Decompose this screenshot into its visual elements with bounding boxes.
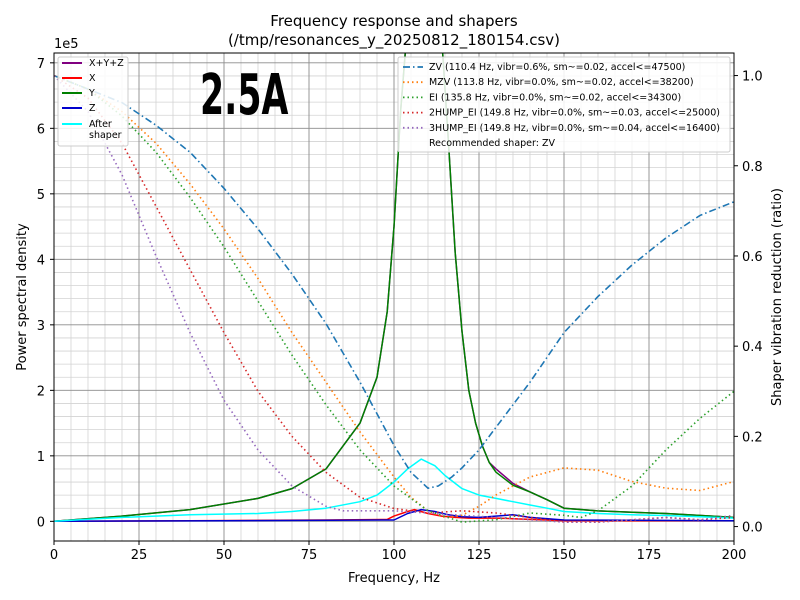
- y-left-tick-label: 7: [37, 57, 45, 72]
- y-left-tick-label: 0: [37, 515, 45, 530]
- psd-legend-label: X+Y+Z: [89, 58, 124, 69]
- shaper-legend-label: 2HUMP_EI (149.8 Hz, vibr=0.0%, sm~=0.03,…: [429, 108, 720, 119]
- psd-series-line-4: [54, 458, 734, 523]
- chart-title-line-2: (/tmp/resonances_y_20250812_180154.csv): [228, 31, 560, 50]
- shaper-lines: [54, 74, 734, 523]
- psd-legend-label: Y: [88, 88, 95, 99]
- y-right-tick-label: 0.0: [742, 521, 763, 536]
- psd-legend-label: shaper: [89, 130, 122, 141]
- recommended-shaper-text: Recommended shaper: ZV: [429, 138, 555, 149]
- y-left-tick-label: 3: [37, 319, 45, 334]
- y-right-tick-label: 0.6: [742, 250, 763, 265]
- x-tick-label: 0: [50, 548, 58, 563]
- shaper-series-line-0: [54, 74, 734, 490]
- y-left-tick-label: 5: [37, 188, 45, 203]
- x-tick-label: 150: [552, 548, 577, 563]
- y-left-tick-label: 4: [37, 253, 45, 268]
- x-tick-label: 100: [382, 548, 407, 563]
- y-right-axis-label: Shaper vibration reduction (ratio): [770, 188, 785, 406]
- shaper-legend-label: 3HUMP_EI (149.8 Hz, vibr=0.0%, sm~=0.04,…: [429, 123, 720, 134]
- shaper-legend: ZV (110.4 Hz, vibr=0.6%, sm~=0.02, accel…: [397, 56, 731, 153]
- shaper-legend-label: ZV (110.4 Hz, vibr=0.6%, sm~=0.02, accel…: [429, 62, 685, 73]
- y-right-tick-label: 1.0: [742, 70, 763, 85]
- current-annotation: 2.5A: [200, 62, 288, 127]
- x-tick-label: 200: [722, 548, 747, 563]
- psd-series-line-2: [54, 53, 734, 523]
- shaper-series-line-1: [54, 74, 734, 519]
- chart-title-line-1: Frequency response and shapers: [270, 12, 518, 30]
- y-right-tick-label: 0.4: [742, 340, 763, 355]
- shaper-series-line-2: [54, 74, 734, 523]
- x-tick-label: 125: [467, 548, 492, 563]
- y-left-tick-label: 2: [37, 384, 45, 399]
- shaper-legend-label: EI (135.8 Hz, vibr=0.0%, sm~=0.02, accel…: [429, 92, 681, 103]
- x-tick-label: 75: [301, 548, 318, 563]
- x-tick-label: 50: [216, 548, 233, 563]
- x-axis-label: Frequency, Hz: [348, 571, 440, 586]
- y-right-tick-label: 0.2: [742, 430, 763, 445]
- y-left-tick-label: 6: [37, 122, 45, 137]
- y-left-tick-label: 1: [37, 450, 45, 465]
- y-offset-text: 1e5: [54, 37, 79, 52]
- shaper-legend-frame: [397, 56, 731, 153]
- y-right-tick-label: 0.8: [742, 160, 763, 175]
- x-axis-ticks: 0 25 50 75 100 125 150 175 200: [50, 541, 747, 563]
- x-tick-label: 175: [637, 548, 662, 563]
- y-left-axis-label: Power spectral density: [15, 223, 30, 371]
- psd-legend-label: Z: [89, 103, 96, 114]
- shaper-legend-label: MZV (113.8 Hz, vibr=0.0%, sm~=0.02, acce…: [429, 77, 694, 88]
- psd-legend-label: X: [89, 73, 96, 84]
- y-right-axis-ticks: 0.0 0.2 0.4 0.6 0.8 1.0: [734, 70, 763, 536]
- psd-legend-label: After: [89, 119, 112, 130]
- y-left-axis-ticks: 0 1 2 3 4 5 6 7: [37, 57, 54, 530]
- x-tick-label: 25: [131, 548, 148, 563]
